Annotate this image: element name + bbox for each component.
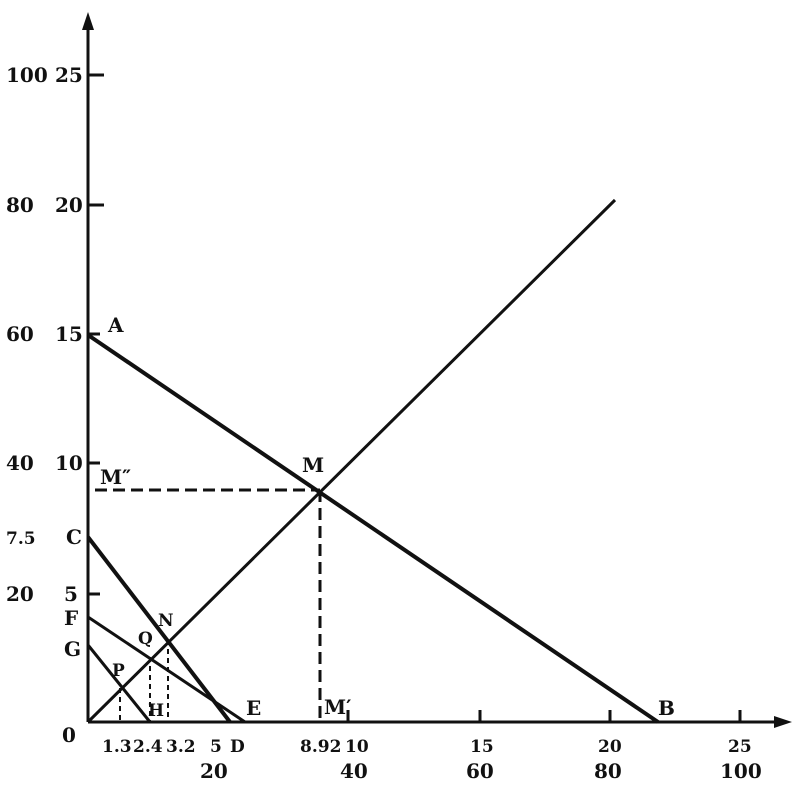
axes <box>82 12 792 728</box>
y-outer-label: 100 <box>6 63 48 87</box>
point-label: M′ <box>324 695 351 719</box>
x-upper-label: 2.4 <box>133 737 163 757</box>
point-label: M″ <box>100 465 131 489</box>
point-label: C <box>66 525 82 549</box>
y-labels: 100 80 60 40 7.5 20 25 20 15 10 5 <box>6 63 83 606</box>
x-lower-label: 80 <box>594 759 622 783</box>
y-inner-label: 25 <box>55 63 83 87</box>
x-upper-label: 25 <box>728 737 752 757</box>
x-upper-label: 1.3 <box>102 737 132 757</box>
y-inner-label: 10 <box>55 451 83 475</box>
point-label: D <box>230 737 245 757</box>
y-outer-label: 40 <box>6 451 34 475</box>
y-inner-label: 5 <box>64 582 78 606</box>
point-label: M <box>302 453 324 477</box>
x-upper-label: 15 <box>470 737 494 757</box>
x-upper-label: 8.92 <box>300 737 341 757</box>
y-outer-label: 7.5 <box>6 529 36 549</box>
point-label: G <box>64 637 81 661</box>
y-inner-label: 20 <box>55 193 83 217</box>
point-label: Q <box>138 629 153 649</box>
y-outer-label: 60 <box>6 322 34 346</box>
point-label: N <box>158 611 174 631</box>
x-labels: 1.3 2.4 3.2 5 8.92 10 15 20 25 20 40 60 … <box>102 737 762 783</box>
point-label: A <box>107 313 124 337</box>
x-lower-label: 100 <box>720 759 762 783</box>
lines <box>86 198 660 724</box>
point-label: H <box>148 701 164 721</box>
point-label: E <box>246 696 261 720</box>
x-lower-label: 20 <box>200 759 228 783</box>
y-outer-label: 20 <box>6 582 34 606</box>
y-outer-label: 80 <box>6 193 34 217</box>
x-upper-label: 20 <box>598 737 622 757</box>
x-upper-label: 3.2 <box>166 737 196 757</box>
y-inner-label: 15 <box>55 322 83 346</box>
x-upper-label: 10 <box>345 737 369 757</box>
point-label: P <box>112 661 125 681</box>
x-upper-label: 5 <box>210 737 222 757</box>
point-label: 0 <box>62 723 76 747</box>
point-labels: 0 A B C D E F G H M M′ M″ N P Q <box>62 313 675 757</box>
x-lower-label: 40 <box>340 759 368 783</box>
point-label: B <box>658 696 675 720</box>
x-lower-label: 60 <box>466 759 494 783</box>
point-label: F <box>64 606 78 630</box>
